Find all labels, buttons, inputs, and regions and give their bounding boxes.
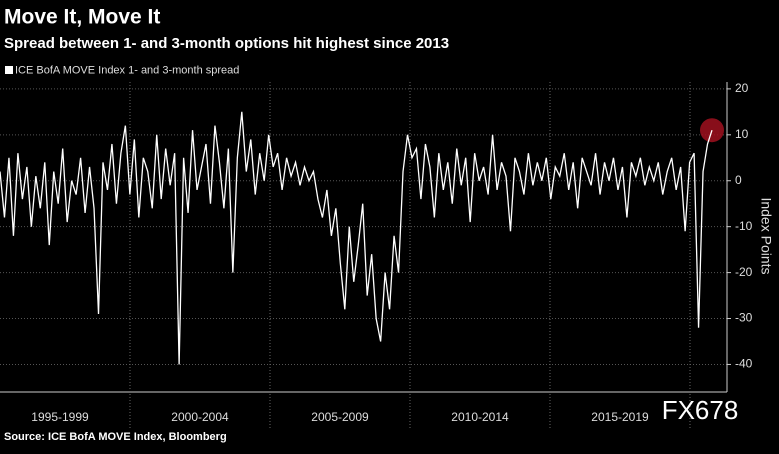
y-tick-label: 0 (735, 173, 742, 187)
chart-title: Move It, Move It (4, 6, 160, 29)
x-tick-label: 2005-2009 (311, 410, 369, 424)
x-tick-label: 2015-2019 (591, 410, 649, 424)
x-tick-label: 2010-2014 (451, 410, 509, 424)
y-tick-label: 10 (735, 127, 749, 141)
y-tick-label: -20 (735, 265, 753, 279)
legend-swatch (5, 66, 13, 74)
y-tick-label: -30 (735, 311, 753, 325)
y-axis-label: Index Points (758, 197, 774, 274)
watermark: FX678 (662, 395, 739, 425)
legend-label: ICE BofA MOVE Index 1- and 3-month sprea… (15, 64, 239, 76)
y-tick-label: 20 (735, 81, 749, 95)
x-tick-label: 1995-1999 (31, 410, 89, 424)
y-tick-label: -40 (735, 357, 753, 371)
data-line (0, 111, 713, 365)
x-tick-label: 2000-2004 (171, 410, 229, 424)
chart-subtitle: Spread between 1- and 3-month options hi… (4, 35, 449, 52)
y-tick-label: -10 (735, 219, 753, 233)
source: Source: ICE BofA MOVE Index, Bloomberg (4, 431, 227, 443)
